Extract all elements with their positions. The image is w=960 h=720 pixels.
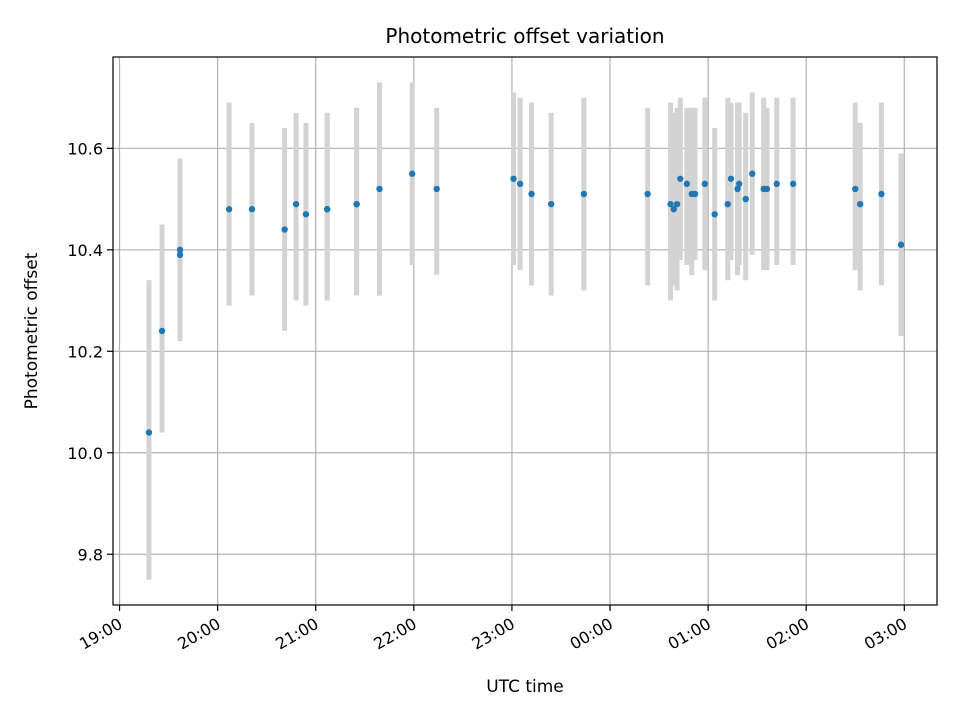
data-point: [727, 175, 735, 182]
data-point: [897, 241, 905, 248]
data-point: [323, 206, 331, 213]
data-point: [644, 190, 651, 198]
data-point: [547, 200, 555, 208]
data-point: [711, 211, 718, 218]
data-point: [852, 185, 859, 193]
data-point: [742, 195, 749, 203]
data-point: [724, 200, 731, 208]
data-point: [248, 206, 256, 213]
y-tick-label: 10.2: [67, 342, 103, 361]
data-point: [673, 200, 681, 208]
x-tick-label: 02:00: [763, 614, 812, 654]
data-point: [691, 190, 699, 198]
y-tick-label: 10.6: [67, 139, 103, 158]
y-tick-label: 10.4: [67, 241, 103, 260]
data-point: [516, 180, 524, 188]
data-point: [302, 211, 310, 218]
data-point: [225, 206, 233, 213]
x-axis-title: UTC time: [486, 677, 564, 697]
data-point: [408, 170, 416, 177]
data-point: [670, 206, 677, 213]
data-point: [580, 190, 588, 198]
x-tick-label: 20:00: [174, 614, 223, 654]
plot-area-frame: [112, 56, 938, 606]
y-axis-title: Photometric offset: [22, 252, 42, 409]
data-point: [683, 180, 691, 188]
data-point: [176, 246, 184, 254]
data-point: [677, 175, 684, 182]
x-tick-label: 19:00: [76, 614, 125, 654]
data-point: [749, 170, 756, 177]
data-point: [528, 190, 535, 198]
x-axis-ticks: 19:00 20:00 21:00 22:00 23:00 00:00 01:00 02:00…: [76, 605, 910, 654]
y-tick-label: 9.8: [78, 545, 103, 564]
data-point: [510, 175, 517, 182]
error-bars: [146, 82, 904, 580]
chart-title: Photometric offset variation: [385, 24, 664, 48]
data-point: [292, 200, 300, 208]
data-point: [735, 180, 743, 188]
data-point: [856, 200, 864, 208]
data-point: [176, 251, 184, 259]
data-point: [789, 180, 797, 188]
data-point: [281, 226, 288, 233]
data-point: [433, 185, 440, 193]
x-tick-label: 23:00: [468, 614, 517, 654]
data-point: [701, 180, 709, 188]
data-point: [376, 185, 383, 193]
x-tick-label: 21:00: [272, 614, 321, 654]
data-point: [353, 200, 360, 208]
data-points: [145, 170, 905, 436]
x-tick-label: 03:00: [861, 614, 910, 654]
data-point: [667, 200, 674, 208]
grid: [113, 57, 937, 605]
y-axis-ticks: 9.8 10.0 10.2 10.4 10.6: [67, 139, 113, 564]
x-tick-label: 22:00: [370, 614, 419, 654]
data-point: [763, 185, 771, 193]
x-tick-label: 00:00: [567, 614, 616, 654]
data-point: [878, 190, 885, 198]
data-point: [158, 327, 166, 335]
data-point: [773, 180, 780, 188]
data-point: [734, 185, 741, 193]
data-point: [145, 429, 153, 436]
x-tick-label: 01:00: [665, 614, 714, 654]
y-tick-label: 10.0: [67, 444, 103, 463]
